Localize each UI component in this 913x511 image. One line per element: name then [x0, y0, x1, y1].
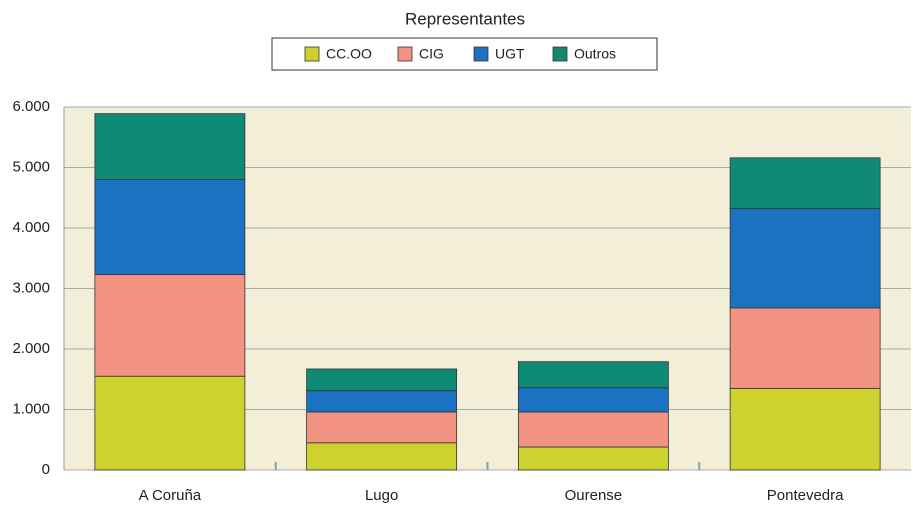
- bar-segment: [729, 387, 881, 471]
- bar-segment: [94, 274, 246, 377]
- y-tick-label: 1.000: [12, 400, 50, 417]
- bar-segment: [729, 157, 881, 210]
- y-tick-label: 4.000: [12, 219, 50, 236]
- bar-segment: [517, 361, 669, 389]
- chart-title: Representantes: [405, 9, 525, 28]
- legend-label: CC.OO: [326, 46, 372, 62]
- bar-segment: [94, 179, 246, 275]
- bar-segment: [306, 390, 458, 413]
- bar-segment: [729, 208, 881, 309]
- bar-segment: [306, 442, 458, 471]
- bar-segment: [306, 411, 458, 444]
- bar-segment: [517, 411, 669, 448]
- legend-label: UGT: [495, 46, 525, 62]
- legend-swatch: [552, 46, 568, 62]
- bar-segment: [517, 446, 669, 471]
- legend-box: [271, 37, 658, 71]
- y-tick-label: 0: [42, 461, 50, 478]
- bar-segment: [517, 387, 669, 413]
- legend-swatch: [304, 46, 320, 62]
- x-tick-label: A Coruña: [139, 487, 202, 504]
- legend-label: CIG: [419, 46, 444, 62]
- legend-label: Outros: [574, 46, 616, 62]
- y-tick-label: 3.000: [12, 279, 50, 296]
- y-tick-label: 5.000: [12, 158, 50, 175]
- x-tick-label: Lugo: [365, 487, 398, 504]
- x-tick-label: Pontevedra: [767, 487, 844, 504]
- legend-swatch: [397, 46, 413, 62]
- y-tick-label: 6.000: [12, 98, 50, 115]
- legend-swatch: [473, 46, 489, 62]
- bar-segment: [729, 307, 881, 389]
- y-tick-label: 2.000: [12, 340, 50, 357]
- bar-segment: [94, 375, 246, 471]
- x-tick-label: Ourense: [565, 487, 623, 504]
- bar-segment: [94, 113, 246, 180]
- bar-segment: [306, 368, 458, 392]
